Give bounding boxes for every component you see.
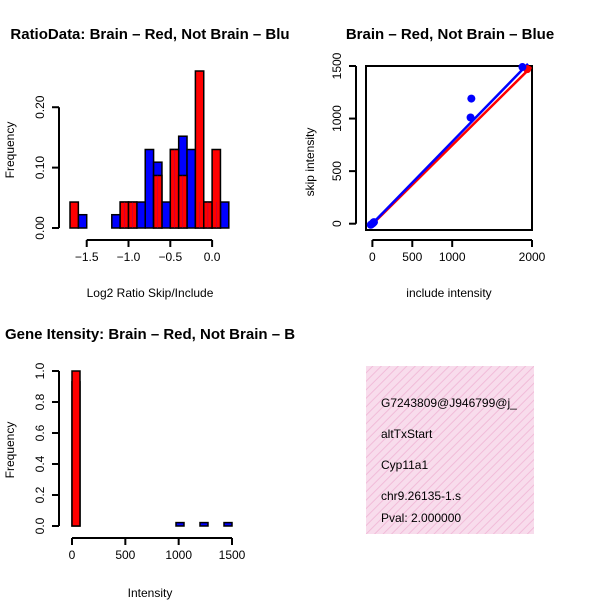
intensity-bar-not-brain [199,521,209,527]
intensity-xlabel: Intensity [128,586,173,600]
info-background [366,366,534,534]
scatter-point-not-brain [467,94,476,103]
scatter-x-tick-label: 500 [402,250,422,264]
info-pval: Pval: 2.000000 [381,511,461,525]
scatter-y-tick-label: 500 [330,161,344,181]
ratio-bar-not-brain [144,148,155,229]
scatter-y-tick-label: 1500 [330,52,344,79]
ratio-x-tick-label: −0.5 [158,250,182,264]
intensity-y-tick-label: 0.8 [33,393,47,410]
ratio-axes: −1.5 −1.0 −0.5 0.0 0.00 0.10 0.20 [33,95,221,264]
scatter-point-not-brain [369,218,378,227]
scatter-title: Brain – Red, Not Brain – Blue [346,26,554,43]
scatter-frame [365,65,533,231]
ratio-bar-not-brain [136,201,146,229]
ratio-panel: RatioData: Brain – Red, Not Brain – Blu … [3,26,290,300]
info-line-locus: chr9.26135-1.s [381,489,461,503]
ratio-xlabel: Log2 Ratio Skip/Include [87,286,214,300]
scatter-xlabel: include intensity [406,286,491,300]
scatter-panel: Brain – Red, Not Brain – Blue 0 500 1000 20… [303,26,554,300]
info-panel: G7243809@J946799@j_ altTxStart Cyp11a1 c… [366,366,534,534]
ratio-ylabel: Frequency [3,122,17,179]
ratio-x-tick-label: −1.0 [117,250,141,264]
ratio-x-tick-label: −1.5 [75,250,99,264]
intensity-y-tick-label: 0.2 [33,486,47,503]
ratio-bar-not-brain [111,213,121,229]
ratio-y-tick-label: 0.10 [33,156,47,180]
scatter-point-not-brain [518,63,527,72]
scatter-axes: 0 500 1000 2000 0 500 1000 1500 [330,52,546,264]
intensity-bar-brain [71,370,81,527]
ratio-bar-not-brain [77,213,88,229]
scatter-y-tick-label: 0 [330,220,344,227]
scatter-ylabel: skip intensity [303,128,317,197]
intensity-bar-not-brain [175,521,185,527]
intensity-x-tick-label: 0 [69,548,76,562]
ratio-bars [69,70,230,229]
intensity-x-tick-label: 500 [115,548,135,562]
info-line-gene: Cyp11a1 [381,458,428,472]
info-line-id: G7243809@J946799@j_ [381,396,517,410]
intensity-y-tick-label: 0.4 [33,455,47,472]
scatter-fit-line-not-brain [368,63,529,228]
scatter-y-tick-label: 1000 [330,105,344,132]
info-line-event: altTxStart [381,427,433,441]
ratio-y-tick-label: 0.00 [33,216,47,240]
scatter-x-tick-label: 2000 [519,250,546,264]
intensity-y-tick-label: 1.0 [33,362,47,379]
intensity-panel: Gene Itensity: Brain – Red, Not Brain – … [3,326,295,600]
intensity-axes: 0 500 1000 1500 0.0 0.2 0.4 0.6 0.8 1.0 [33,362,246,562]
intensity-title: Gene Itensity: Brain – Red, Not Brain – … [5,326,295,343]
ratio-bar-not-brain [219,201,230,229]
ratio-bar-brain [69,201,80,229]
ratio-x-tick-label: 0.0 [204,250,221,264]
intensity-y-tick-label: 0.0 [33,517,47,534]
scatter-marks [366,63,533,229]
ratio-y-tick-label: 0.20 [33,95,47,119]
intensity-bar-not-brain [223,521,233,527]
scatter-point-not-brain [466,113,475,122]
scatter-x-tick-label: 0 [369,250,376,264]
scatter-x-tick-label: 1000 [439,250,466,264]
ratio-title: RatioData: Brain – Red, Not Brain – Blu [10,26,289,43]
ratio-bar-not-brain [186,148,197,229]
intensity-x-tick-label: 1000 [165,548,192,562]
ratio-bar-not-brain [161,201,172,229]
intensity-bars [71,370,233,527]
intensity-x-tick-label: 1500 [219,548,246,562]
intensity-ylabel: Frequency [3,422,17,479]
intensity-y-tick-label: 0.6 [33,424,47,441]
